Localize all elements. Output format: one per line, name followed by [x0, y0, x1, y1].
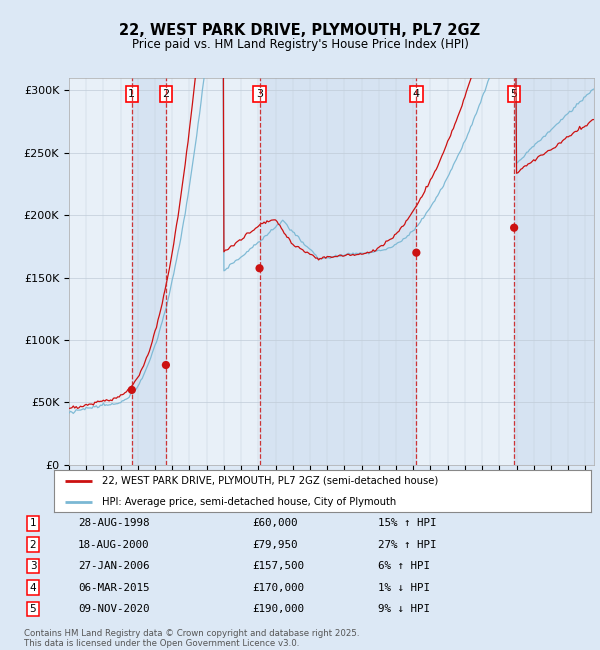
Text: 06-MAR-2015: 06-MAR-2015 [78, 582, 149, 593]
Text: 27% ↑ HPI: 27% ↑ HPI [378, 540, 437, 550]
Text: 1% ↓ HPI: 1% ↓ HPI [378, 582, 430, 593]
Point [127, 385, 137, 395]
Text: £190,000: £190,000 [252, 604, 304, 614]
Text: 5: 5 [29, 604, 37, 614]
Text: 5: 5 [511, 89, 518, 99]
Point [255, 263, 265, 274]
Point [412, 248, 421, 258]
Text: £157,500: £157,500 [252, 561, 304, 571]
Text: £79,950: £79,950 [252, 540, 298, 550]
Text: 15% ↑ HPI: 15% ↑ HPI [378, 518, 437, 528]
Text: Contains HM Land Registry data © Crown copyright and database right 2025.
This d: Contains HM Land Registry data © Crown c… [24, 629, 359, 648]
Text: 09-NOV-2020: 09-NOV-2020 [78, 604, 149, 614]
Bar [132, 78, 166, 465]
Text: 3: 3 [256, 89, 263, 99]
Text: 4: 4 [29, 582, 37, 593]
Text: 28-AUG-1998: 28-AUG-1998 [78, 518, 149, 528]
Text: 22, WEST PARK DRIVE, PLYMOUTH, PL7 2GZ (semi-detached house): 22, WEST PARK DRIVE, PLYMOUTH, PL7 2GZ (… [103, 476, 439, 486]
Bar [514, 78, 594, 465]
Text: Price paid vs. HM Land Registry's House Price Index (HPI): Price paid vs. HM Land Registry's House … [131, 38, 469, 51]
Text: £170,000: £170,000 [252, 582, 304, 593]
Point [161, 360, 171, 370]
Text: HPI: Average price, semi-detached house, City of Plymouth: HPI: Average price, semi-detached house,… [103, 497, 397, 506]
Text: 27-JAN-2006: 27-JAN-2006 [78, 561, 149, 571]
Text: 1: 1 [128, 89, 136, 99]
Bar [260, 78, 416, 465]
Text: 9% ↓ HPI: 9% ↓ HPI [378, 604, 430, 614]
Text: 22, WEST PARK DRIVE, PLYMOUTH, PL7 2GZ: 22, WEST PARK DRIVE, PLYMOUTH, PL7 2GZ [119, 23, 481, 38]
Text: £60,000: £60,000 [252, 518, 298, 528]
Text: 6% ↑ HPI: 6% ↑ HPI [378, 561, 430, 571]
Text: 3: 3 [29, 561, 37, 571]
Text: 2: 2 [29, 540, 37, 550]
Text: 4: 4 [413, 89, 420, 99]
Text: 18-AUG-2000: 18-AUG-2000 [78, 540, 149, 550]
Text: 1: 1 [29, 518, 37, 528]
Point [509, 222, 519, 233]
Text: 2: 2 [163, 89, 169, 99]
